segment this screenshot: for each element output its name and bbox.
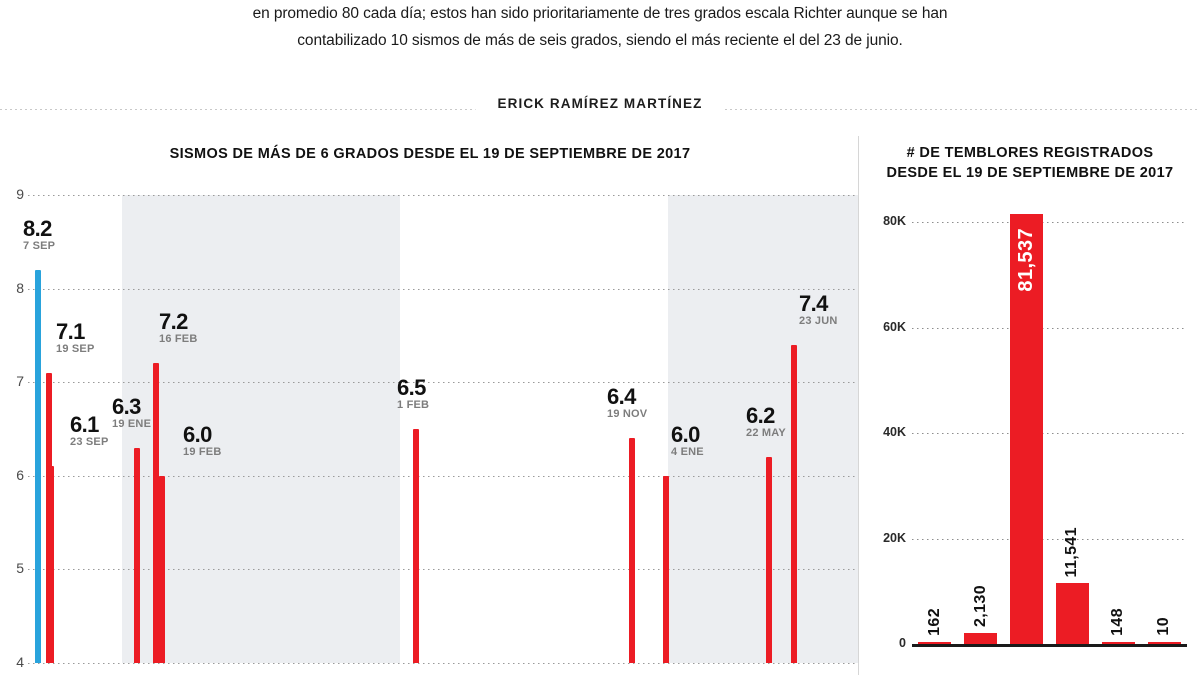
right-gridline-40K [912,433,1187,435]
magnitude-value: 7.1 [56,318,85,344]
magnitude-bar[interactable] [766,457,772,663]
magnitude-value: 6.2 [746,403,775,429]
magnitude-label: 7.1 19 SEP [56,318,95,356]
magnitude-label: 7.2 16 FEB [159,311,198,346]
y-axis-tick-5: 5 [16,560,24,577]
intro-paragraph: Desde el sismo del 19 de septiembre de 2… [0,0,1200,92]
magnitude-value: 8.2 [23,215,52,241]
magnitude-date: 7 SEP [23,239,56,252]
right-gridline-80K [912,222,1187,224]
gridline-4 [28,663,858,664]
magnitude-date: 22 MAY [746,427,786,440]
tremor-count-value-label: 2,130 [971,584,989,627]
y-axis-tick-9: 9 [16,186,24,202]
gridline-9 [28,195,858,196]
right-chart-title-line-1: # DE TEMBLORES REGISTRADOS [906,145,1154,161]
magnitude-label: 8.2 7 SEP [23,215,56,253]
tremor-count-bar[interactable] [918,642,952,644]
right-y-axis-tick-40K: 40K [883,425,906,440]
magnitude-value: 6.5 [397,375,426,400]
byline-author: ERICK RAMÍREZ MARTÍNEZ [475,96,725,111]
magnitude-bar[interactable] [629,438,635,663]
right-gridline-60K [912,327,1187,329]
right-y-axis-tick-0: 0 [899,636,906,650]
magnitude-bar[interactable] [48,466,54,663]
intro-line-2: en promedio 80 cada día; estos han sido … [252,5,948,22]
left-chart-title: SISMOS DE MÁS DE 6 GRADOS DESDE EL 19 DE… [169,146,691,162]
right-plot-area: 0 20K 40K 60K 80K 162 2,130 81,537 11,541 148 10 [883,196,1187,650]
magnitude-bar[interactable] [134,447,140,663]
tremor-count-value-label: 81,537 [1014,228,1037,292]
magnitude-value: 6.4 [607,384,636,410]
magnitude-label: 6.3 19 ENE [112,393,152,431]
gridline-7 [28,382,858,384]
magnitude-date: 19 SEP [56,342,95,355]
right-axis-baseline [912,644,1187,647]
tremor-count-value-label: 10 [1155,617,1173,636]
y-axis-tick-4: 4 [16,654,24,670]
y-axis-tick-8: 8 [16,279,24,296]
magnitude-value: 6.0 [183,421,212,447]
tremor-count-chart: 0 20K 40K 60K 80K 162 2,130 81,537 11,541 148 10 1… [860,186,1200,675]
magnitude-date: 23 JUN [799,314,838,327]
period-band-2 [668,195,858,663]
gridline-8 [28,288,858,290]
magnitude-bar[interactable] [663,475,669,663]
magnitude-date: 19 NOV [607,408,648,421]
earthquake-magnitude-chart: 8.2 7 SEP 7.1 19 SEP 6.1 23 SEP 6.3 19 ENE 7.2 16… [0,180,858,675]
tremor-count-bar[interactable] [964,632,998,644]
magnitude-label: 6.5 1 FEB [397,377,429,412]
magnitude-date: 4 ENE [671,445,704,458]
right-y-axis-tick-20K: 20K [883,530,906,545]
left-plot-area: 8.2 7 SEP 7.1 19 SEP 6.1 23 SEP 6.3 19 ENE 7.2 16… [23,195,858,664]
magnitude-bar[interactable] [153,363,159,663]
magnitude-bar[interactable] [159,475,165,663]
period-band-1 [122,195,400,663]
gridline-6 [28,475,858,477]
right-chart-title: # DE TEMBLORES REGISTRADOS DESDE EL 19 D… [860,143,1200,183]
y-axis-tick-7: 7 [16,373,24,390]
magnitude-date: 1 FEB [397,399,430,411]
tremor-count-value-label: 148 [1109,608,1127,636]
magnitude-label: 6.0 19 FEB [183,421,222,459]
magnitude-label: 6.1 23 SEP [70,414,109,449]
tremor-count-value-label: 11,541 [1063,526,1081,578]
right-y-axis-tick-60K: 60K [883,319,906,334]
panel-divider [858,136,859,675]
magnitude-label: 6.0 4 ENE [671,421,704,459]
magnitude-date: 19 ENE [112,417,152,430]
byline-band: ERICK RAMÍREZ MARTÍNEZ [0,92,1200,128]
tremor-count-bar[interactable] [1147,642,1181,644]
right-chart-title-line-2: DESDE EL 19 DE SEPTIEMBRE DE 2017 [886,165,1174,181]
tremor-count-bar[interactable] [1010,214,1044,644]
magnitude-value: 7.4 [799,290,828,316]
intro-line-3: contabilizado 10 sismos de más de seis g… [297,32,903,49]
magnitude-date: 19 FEB [183,445,222,458]
magnitude-bar[interactable] [413,429,419,663]
tremor-count-value-label: 162 [925,608,943,636]
magnitude-label: 7.4 23 JUN [799,290,838,328]
gridline-5 [28,569,858,571]
magnitude-bar[interactable] [35,269,41,663]
magnitude-label: 6.4 19 NOV [607,386,647,421]
y-axis-tick-6: 6 [16,466,24,483]
magnitude-label: 6.2 22 MAY [746,405,786,440]
magnitude-value: 6.1 [70,412,99,438]
magnitude-value: 6.0 [671,421,700,447]
tremor-count-bar[interactable] [1101,642,1135,644]
magnitude-value: 7.2 [159,309,188,335]
right-gridline-20K [912,538,1187,540]
magnitude-date: 16 FEB [159,333,198,346]
right-y-axis-tick-80K: 80K [883,214,906,229]
tremor-count-bar[interactable] [1055,583,1089,644]
magnitude-value: 6.3 [112,393,141,419]
magnitude-bar[interactable] [791,344,797,663]
magnitude-date: 23 SEP [70,436,109,449]
